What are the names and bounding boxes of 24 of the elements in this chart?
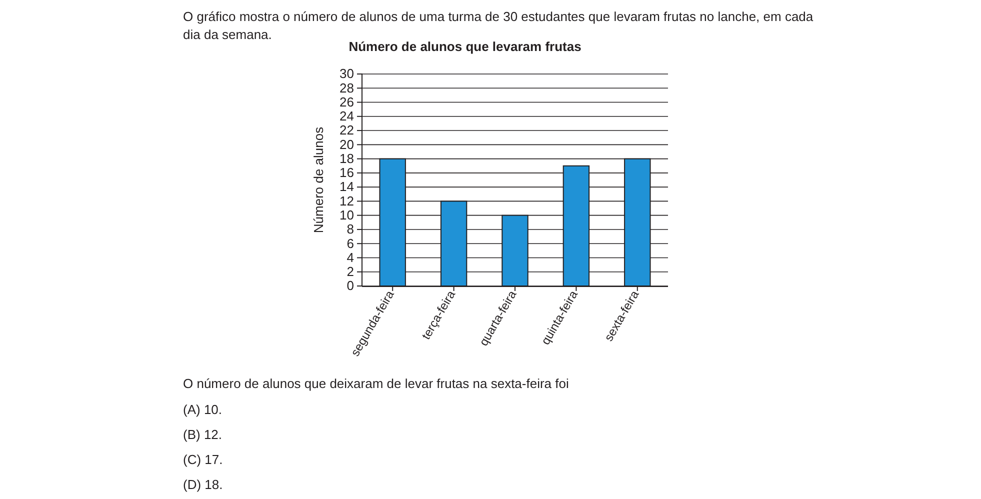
text: (B) 12. bbox=[183, 427, 222, 442]
y-tick-label: 28 bbox=[340, 80, 354, 96]
y-tick-label: 4 bbox=[346, 250, 354, 265]
y-tick-label: 22 bbox=[340, 122, 354, 138]
chart-title: Número de alunos que levaram frutas bbox=[348, 39, 582, 54]
y-tick-label: 2 bbox=[346, 264, 354, 280]
y-tick-label: 6 bbox=[346, 236, 354, 251]
y-tick-label: 12 bbox=[340, 193, 354, 208]
y-tick-label: 10 bbox=[340, 207, 354, 222]
y-tick-label: 30 bbox=[340, 66, 354, 82]
y-tick-label: 24 bbox=[340, 108, 354, 124]
y-tick-label: 14 bbox=[340, 179, 354, 194]
y-tick-label: 18 bbox=[340, 150, 354, 166]
y-axis-title: Número de alunos bbox=[311, 126, 326, 234]
text: (A) 10. bbox=[183, 402, 222, 417]
y-tick-label: 26 bbox=[340, 94, 354, 110]
text: (D) 18. bbox=[183, 477, 223, 492]
text: O gráfico mostra o número de alunos de uma turma de 30 estudantes que levaram frutas no lanche, em cada dia da semana. bbox=[183, 9, 814, 42]
y-tick-label: 20 bbox=[340, 136, 354, 152]
y-tick-label: 8 bbox=[346, 222, 354, 237]
y-tick-label: 0 bbox=[346, 278, 354, 294]
y-tick-label: 16 bbox=[340, 165, 354, 180]
text: O número de alunos que deixaram de levar frutas na sexta-feira foi bbox=[183, 376, 569, 391]
text: (C) 17. bbox=[183, 452, 223, 467]
